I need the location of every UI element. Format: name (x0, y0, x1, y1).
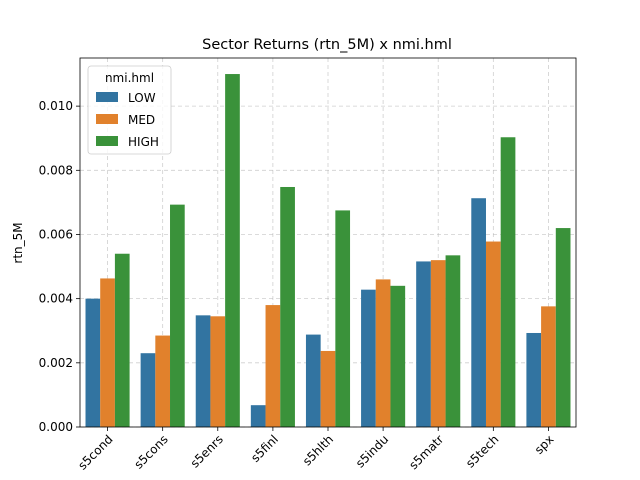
bar-high-s5cond (114, 253, 130, 427)
legend-swatch-low (96, 92, 118, 102)
bar-high-s5hlth (335, 210, 351, 427)
bar-low-s5hlth (305, 334, 321, 427)
bar-med-s5tech (485, 241, 501, 427)
bar-low-s5cons (140, 353, 156, 427)
bar-med-s5indu (375, 279, 391, 427)
bar-high-s5indu (390, 285, 406, 427)
legend-box (87, 65, 172, 155)
bar-med-s5cons (155, 335, 171, 427)
bar-high-spx (555, 228, 571, 427)
bar-high-s5tech (500, 137, 516, 428)
legend-title: nmi.hml (105, 71, 154, 85)
bar-high-s5cons (170, 204, 185, 427)
bar-low-s5enrs (195, 315, 211, 427)
bar-high-s5matr (445, 255, 461, 427)
bar-med-s5matr (430, 260, 446, 427)
bar-high-s5finl (280, 186, 295, 427)
bar-med-s5enrs (210, 316, 226, 427)
bar-low-s5finl (250, 405, 266, 427)
y-ticks: 0.000 0.002 0.004 0.006 0.008 0.010 (39, 99, 80, 434)
legend: nmi.hml LOW MED HIGH (87, 65, 172, 155)
y-tick-label: 0.004 (39, 292, 73, 306)
bar-high-s5enrs (225, 74, 240, 427)
y-tick-label: 0.000 (39, 420, 73, 434)
legend-label-high: HIGH (128, 135, 159, 149)
bar-med-s5cond (100, 278, 115, 427)
legend-swatch-high (96, 136, 118, 146)
y-tick-label: 0.010 (39, 99, 73, 113)
legend-swatch-med (96, 114, 118, 124)
bar-low-s5matr (416, 261, 431, 427)
y-tick-label: 0.002 (39, 356, 73, 370)
chart-title: Sector Returns (rtn_5M) x nmi.hml (202, 37, 452, 53)
legend-label-med: MED (128, 113, 155, 127)
bar-med-s5hlth (320, 350, 336, 427)
bar-low-s5cond (85, 298, 101, 427)
legend-label-low: LOW (128, 91, 156, 105)
bar-low-s5tech (471, 198, 486, 427)
y-tick-label: 0.008 (39, 163, 73, 177)
y-axis-label: rtn_5M (11, 222, 25, 263)
bar-med-spx (541, 306, 556, 427)
bar-low-spx (526, 332, 542, 427)
bar-med-s5finl (265, 305, 281, 427)
y-tick-label: 0.006 (39, 227, 73, 241)
bars (85, 74, 571, 428)
bar-low-s5indu (361, 289, 376, 427)
